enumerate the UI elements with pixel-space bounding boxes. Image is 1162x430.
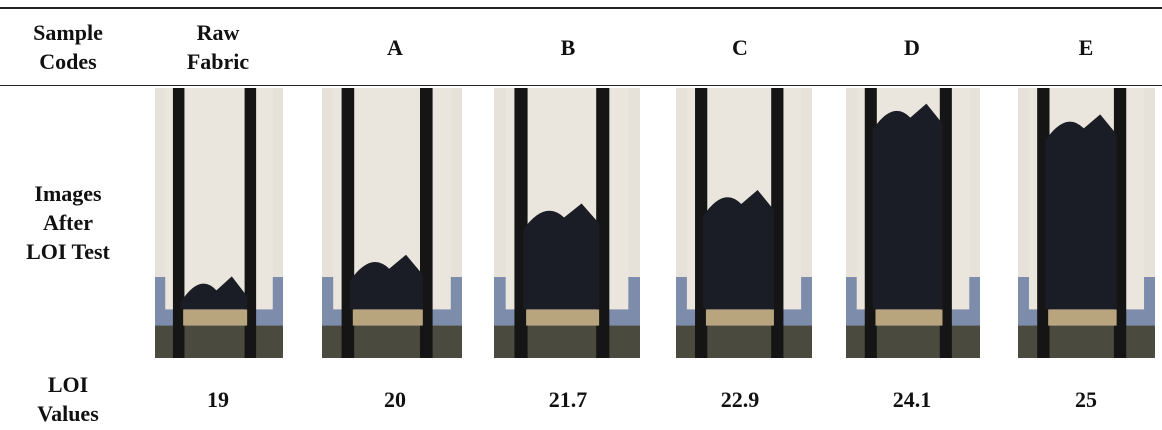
sample-photo xyxy=(846,88,980,358)
loi-value: 22.9 xyxy=(690,368,790,430)
header-cell: C xyxy=(700,10,780,84)
loi-value: 20 xyxy=(345,368,445,430)
page: {"table": { "header": ["Sample Codes", "… xyxy=(0,0,1162,430)
header-cell: B xyxy=(528,10,608,84)
header-cell: D xyxy=(872,10,952,84)
loi-value: 21.7 xyxy=(518,368,618,430)
header-cell: Raw Fabric xyxy=(168,10,268,84)
header-cell: E xyxy=(1046,10,1126,84)
sample-photo xyxy=(322,88,462,358)
row-label: LOI Values xyxy=(28,368,108,430)
sample-photo xyxy=(494,88,640,358)
top-rule xyxy=(0,7,1162,9)
loi-value: 19 xyxy=(168,368,268,430)
header-cell: Sample Codes xyxy=(18,10,118,84)
row-label: Images After LOI Test xyxy=(23,90,113,355)
header-cell: A xyxy=(355,10,435,84)
loi-value: 25 xyxy=(1036,368,1136,430)
sample-photo xyxy=(1018,88,1155,358)
sample-photo xyxy=(155,88,283,358)
loi-value: 24.1 xyxy=(862,368,962,430)
sample-photo xyxy=(676,88,812,358)
header-rule xyxy=(0,85,1162,86)
